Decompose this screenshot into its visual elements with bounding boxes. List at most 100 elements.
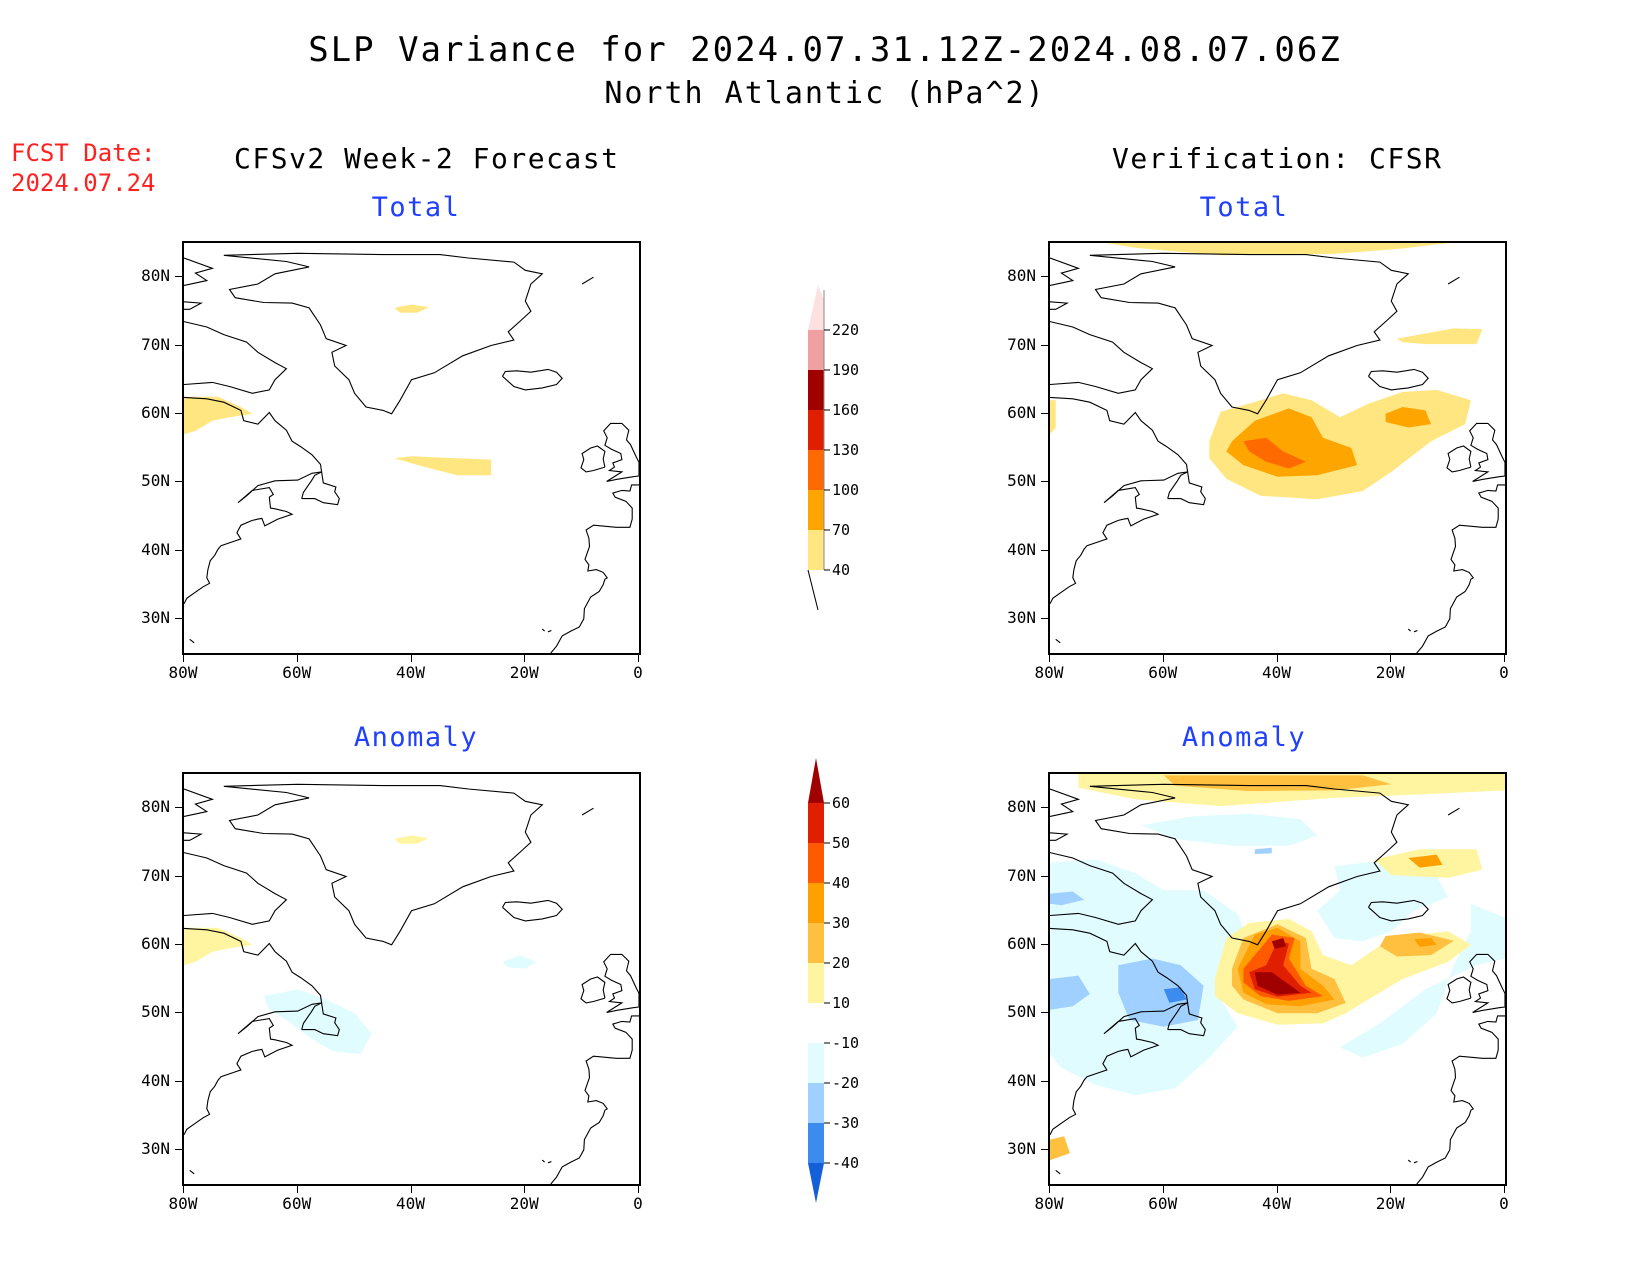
page-title: SLP Variance for 2024.07.31.12Z-2024.08.… [308,30,1342,70]
lat-tick-label: 50N [1007,471,1036,491]
colorbar-upper-tip [808,758,824,803]
colorbar-label: 60 [832,794,850,812]
coastline [1089,252,1410,415]
coastline [184,321,288,394]
lon-tick-label: 60W [282,663,312,682]
fcst-date-label: FCST Date: [11,139,156,167]
lon-tick-mark [296,1186,298,1193]
lat-tick-mark [1041,617,1048,619]
coastline [541,1159,545,1163]
colorbar-swatch [808,1003,824,1043]
lat-tick-mark [1041,1012,1048,1014]
coastline [223,783,544,946]
lon-tick-mark [183,1186,184,1193]
lon-tick-label: 20W [1375,1194,1405,1213]
coastline [1050,832,1069,841]
coastline [550,1015,639,1184]
lat-tick-label: 70N [1007,865,1036,885]
lat-tick-mark [175,276,182,278]
coastline [1446,445,1472,473]
coastline [1050,396,1189,605]
lon-tick-label: 20W [509,663,539,682]
lon-tick-label: 80W [1034,1194,1064,1213]
colorbar-label: 220 [832,321,859,339]
colorbar-label: -20 [832,1074,859,1092]
coastline [1050,852,1154,925]
coastline [1050,257,1081,286]
lat-tick-label: 60N [141,402,170,422]
lon-tick-mark [1504,655,1505,662]
lat-tick-label: 50N [1007,1002,1036,1022]
lat-tick-label: 40N [141,1070,170,1090]
lat-tick-label: 70N [1007,334,1036,354]
lat-tick-mark [175,549,182,551]
shade-minus10-minus20 [263,989,372,1055]
coastline [301,1002,340,1037]
lat-tick-mark [1041,549,1048,551]
lat-tick-mark [175,1012,182,1014]
coastline [1167,1002,1206,1037]
colorbar-label: 100 [832,481,859,499]
colorbar-swatch [808,370,824,410]
lat-tick-label: 40N [1007,1070,1036,1090]
lon-tick-mark [1504,1186,1505,1193]
verification-total-title: Total [1199,192,1289,223]
lat-tick-label: 30N [141,1138,170,1158]
shade-40-70 [394,456,492,476]
lon-tick-mark [638,1186,639,1193]
forecast-anomaly-map [182,772,641,1186]
shade-30-40 [1414,938,1437,947]
lat-tick-mark [175,344,182,346]
lon-tick-mark [410,655,412,662]
colorbar-swatch [808,1083,824,1123]
coastline [502,368,563,391]
lon-tick-label: 0 [633,663,643,682]
lon-tick-mark [524,655,526,662]
lon-tick-label: 40W [1262,1194,1291,1213]
lon-tick-mark [1390,1186,1392,1193]
shade-minus20-minus30 [1254,847,1272,854]
colorbar-label: 190 [832,361,859,379]
lat-tick-label: 60N [1007,933,1036,953]
coastline [223,252,544,415]
coastline [184,927,323,1136]
shade-40-70 [184,396,253,435]
lat-tick-label: 50N [141,471,170,491]
coastline [184,832,203,841]
coastline [550,484,639,653]
coastline [1416,484,1505,653]
lat-tick-label: 40N [141,539,170,559]
verification-total-map [1048,241,1507,655]
coastline [1368,368,1429,391]
lon-tick-mark [638,655,639,662]
shade-gt60 [1254,972,1301,995]
lon-tick-mark [1390,655,1392,662]
lon-tick-label: 0 [1499,663,1509,682]
verification-column-title: Verification: CFSR [1112,142,1443,175]
lat-tick-label: 80N [1007,266,1036,286]
colorbar-swatch [808,963,824,1003]
lat-tick-label: 40N [1007,539,1036,559]
colorbar-swatch [808,450,824,490]
colorbar-label: 30 [832,914,850,932]
coastlines [184,783,639,1184]
shade-40-70 [1050,400,1056,435]
total-colorbar: 40 70 100 130 160 190 220 [807,285,859,611]
shade-minus20-minus30 [1118,958,1204,1027]
lat-tick-mark [175,412,182,414]
coastline [603,953,639,1014]
lon-tick-label: 80W [1034,663,1064,682]
lon-tick-mark [296,655,298,662]
lon-tick-mark [410,1186,412,1193]
shade-70-100 [1385,407,1432,428]
colorbar-label: 130 [832,441,859,459]
lat-tick-label: 80N [1007,797,1036,817]
lat-tick-mark [1041,1148,1048,1150]
lon-tick-label: 60W [282,1194,312,1213]
lat-tick-label: 80N [141,266,170,286]
lon-tick-label: 40W [396,663,425,682]
shade-20-30 [1379,932,1454,957]
coastline [1407,628,1411,632]
coastline [1469,953,1505,1014]
shade-minus10-minus20 [1340,903,1505,1058]
